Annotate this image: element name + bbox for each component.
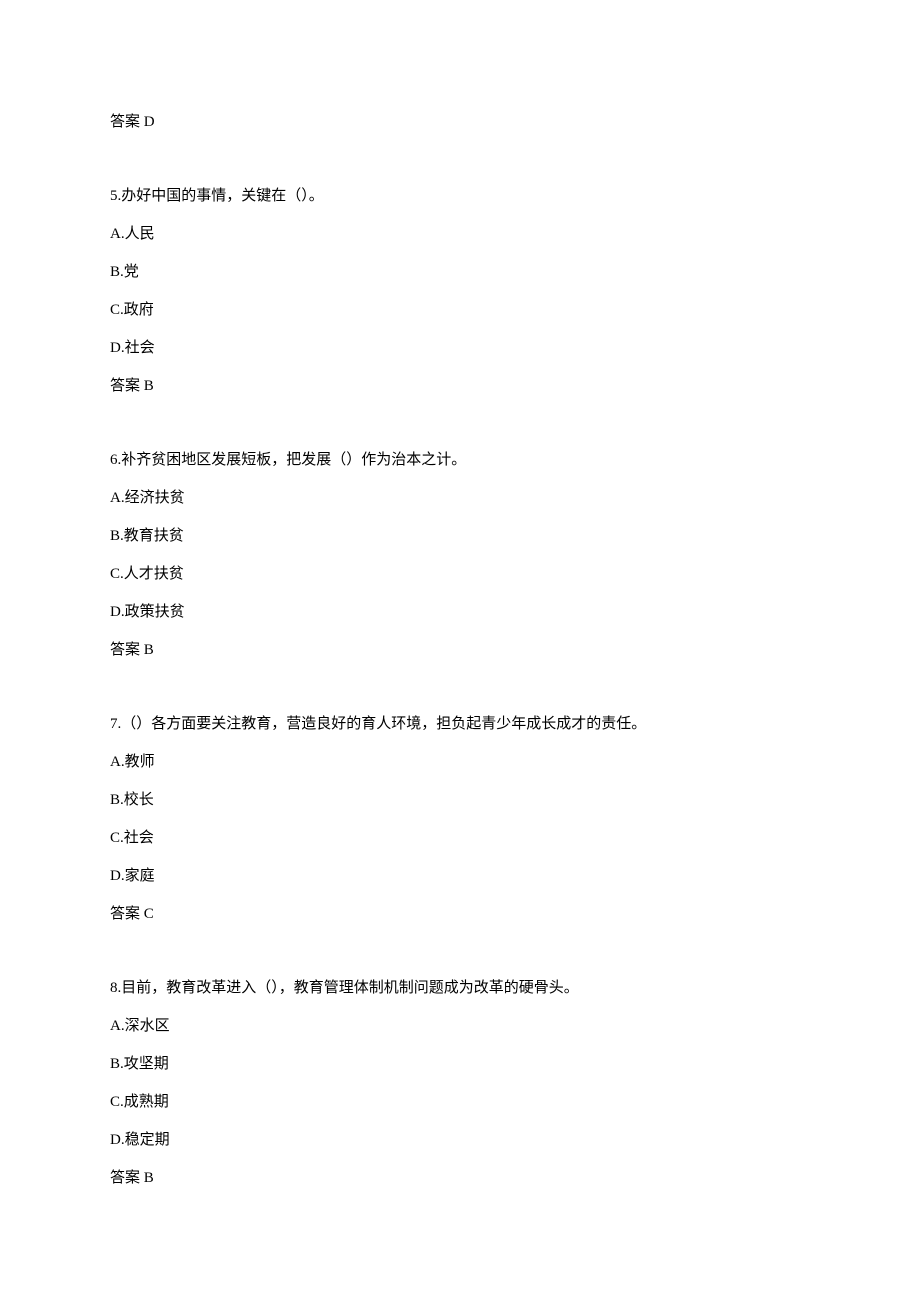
text-line: A.教师 (110, 750, 810, 774)
question-block: 6.补齐贫困地区发展短板，把发展（）作为治本之计。 A.经济扶贫 B.教育扶贫 C.人… (110, 448, 810, 662)
answer-line: 答案 B (110, 638, 810, 662)
answer-line: 答案 D (110, 110, 810, 134)
text-line: B.校长 (110, 788, 810, 812)
text-line: D.政策扶贫 (110, 600, 810, 624)
question-block: 答案 D (110, 110, 810, 134)
document-content: 答案 D5.办好中国的事情，关键在（）。A.人民B.党C.政府D.社会答案 B6… (110, 110, 810, 1190)
text-line: B.教育扶贫 (110, 524, 810, 548)
answer-line: 答案 B (110, 374, 810, 398)
answer-line: 答案 B (110, 1166, 810, 1190)
text-line: C.成熟期 (110, 1090, 810, 1114)
text-line: 8.目前，教育改革进入（），教育管理体制机制问题成为改革的硬骨头。 (110, 976, 810, 1000)
text-line: A.经济扶贫 (110, 486, 810, 510)
text-line: C.政府 (110, 298, 810, 322)
text-line: C.人才扶贫 (110, 562, 810, 586)
question-block: 7.（）各方面要关注教育，营造良好的育人环境，担负起青少年成长成才的责任。 A.教… (110, 712, 810, 926)
text-line: 6.补齐贫困地区发展短板，把发展（）作为治本之计。 (110, 448, 810, 472)
question-block: 5.办好中国的事情，关键在（）。 A.人民 B.党 C.政府 D.社会答案 B (110, 184, 810, 398)
text-line: D.家庭 (110, 864, 810, 888)
text-line: B.攻坚期 (110, 1052, 810, 1076)
text-line: A.深水区 (110, 1014, 810, 1038)
text-line: D.社会 (110, 336, 810, 360)
text-line: 5.办好中国的事情，关键在（）。 (110, 184, 810, 208)
text-line: B.党 (110, 260, 810, 284)
text-line: A.人民 (110, 222, 810, 246)
answer-line: 答案 C (110, 902, 810, 926)
text-line: 7.（）各方面要关注教育，营造良好的育人环境，担负起青少年成长成才的责任。 (110, 712, 810, 736)
text-line: D.稳定期 (110, 1128, 810, 1152)
question-block: 8.目前，教育改革进入（），教育管理体制机制问题成为改革的硬骨头。 A.深水区 B.… (110, 976, 810, 1190)
text-line: C.社会 (110, 826, 810, 850)
